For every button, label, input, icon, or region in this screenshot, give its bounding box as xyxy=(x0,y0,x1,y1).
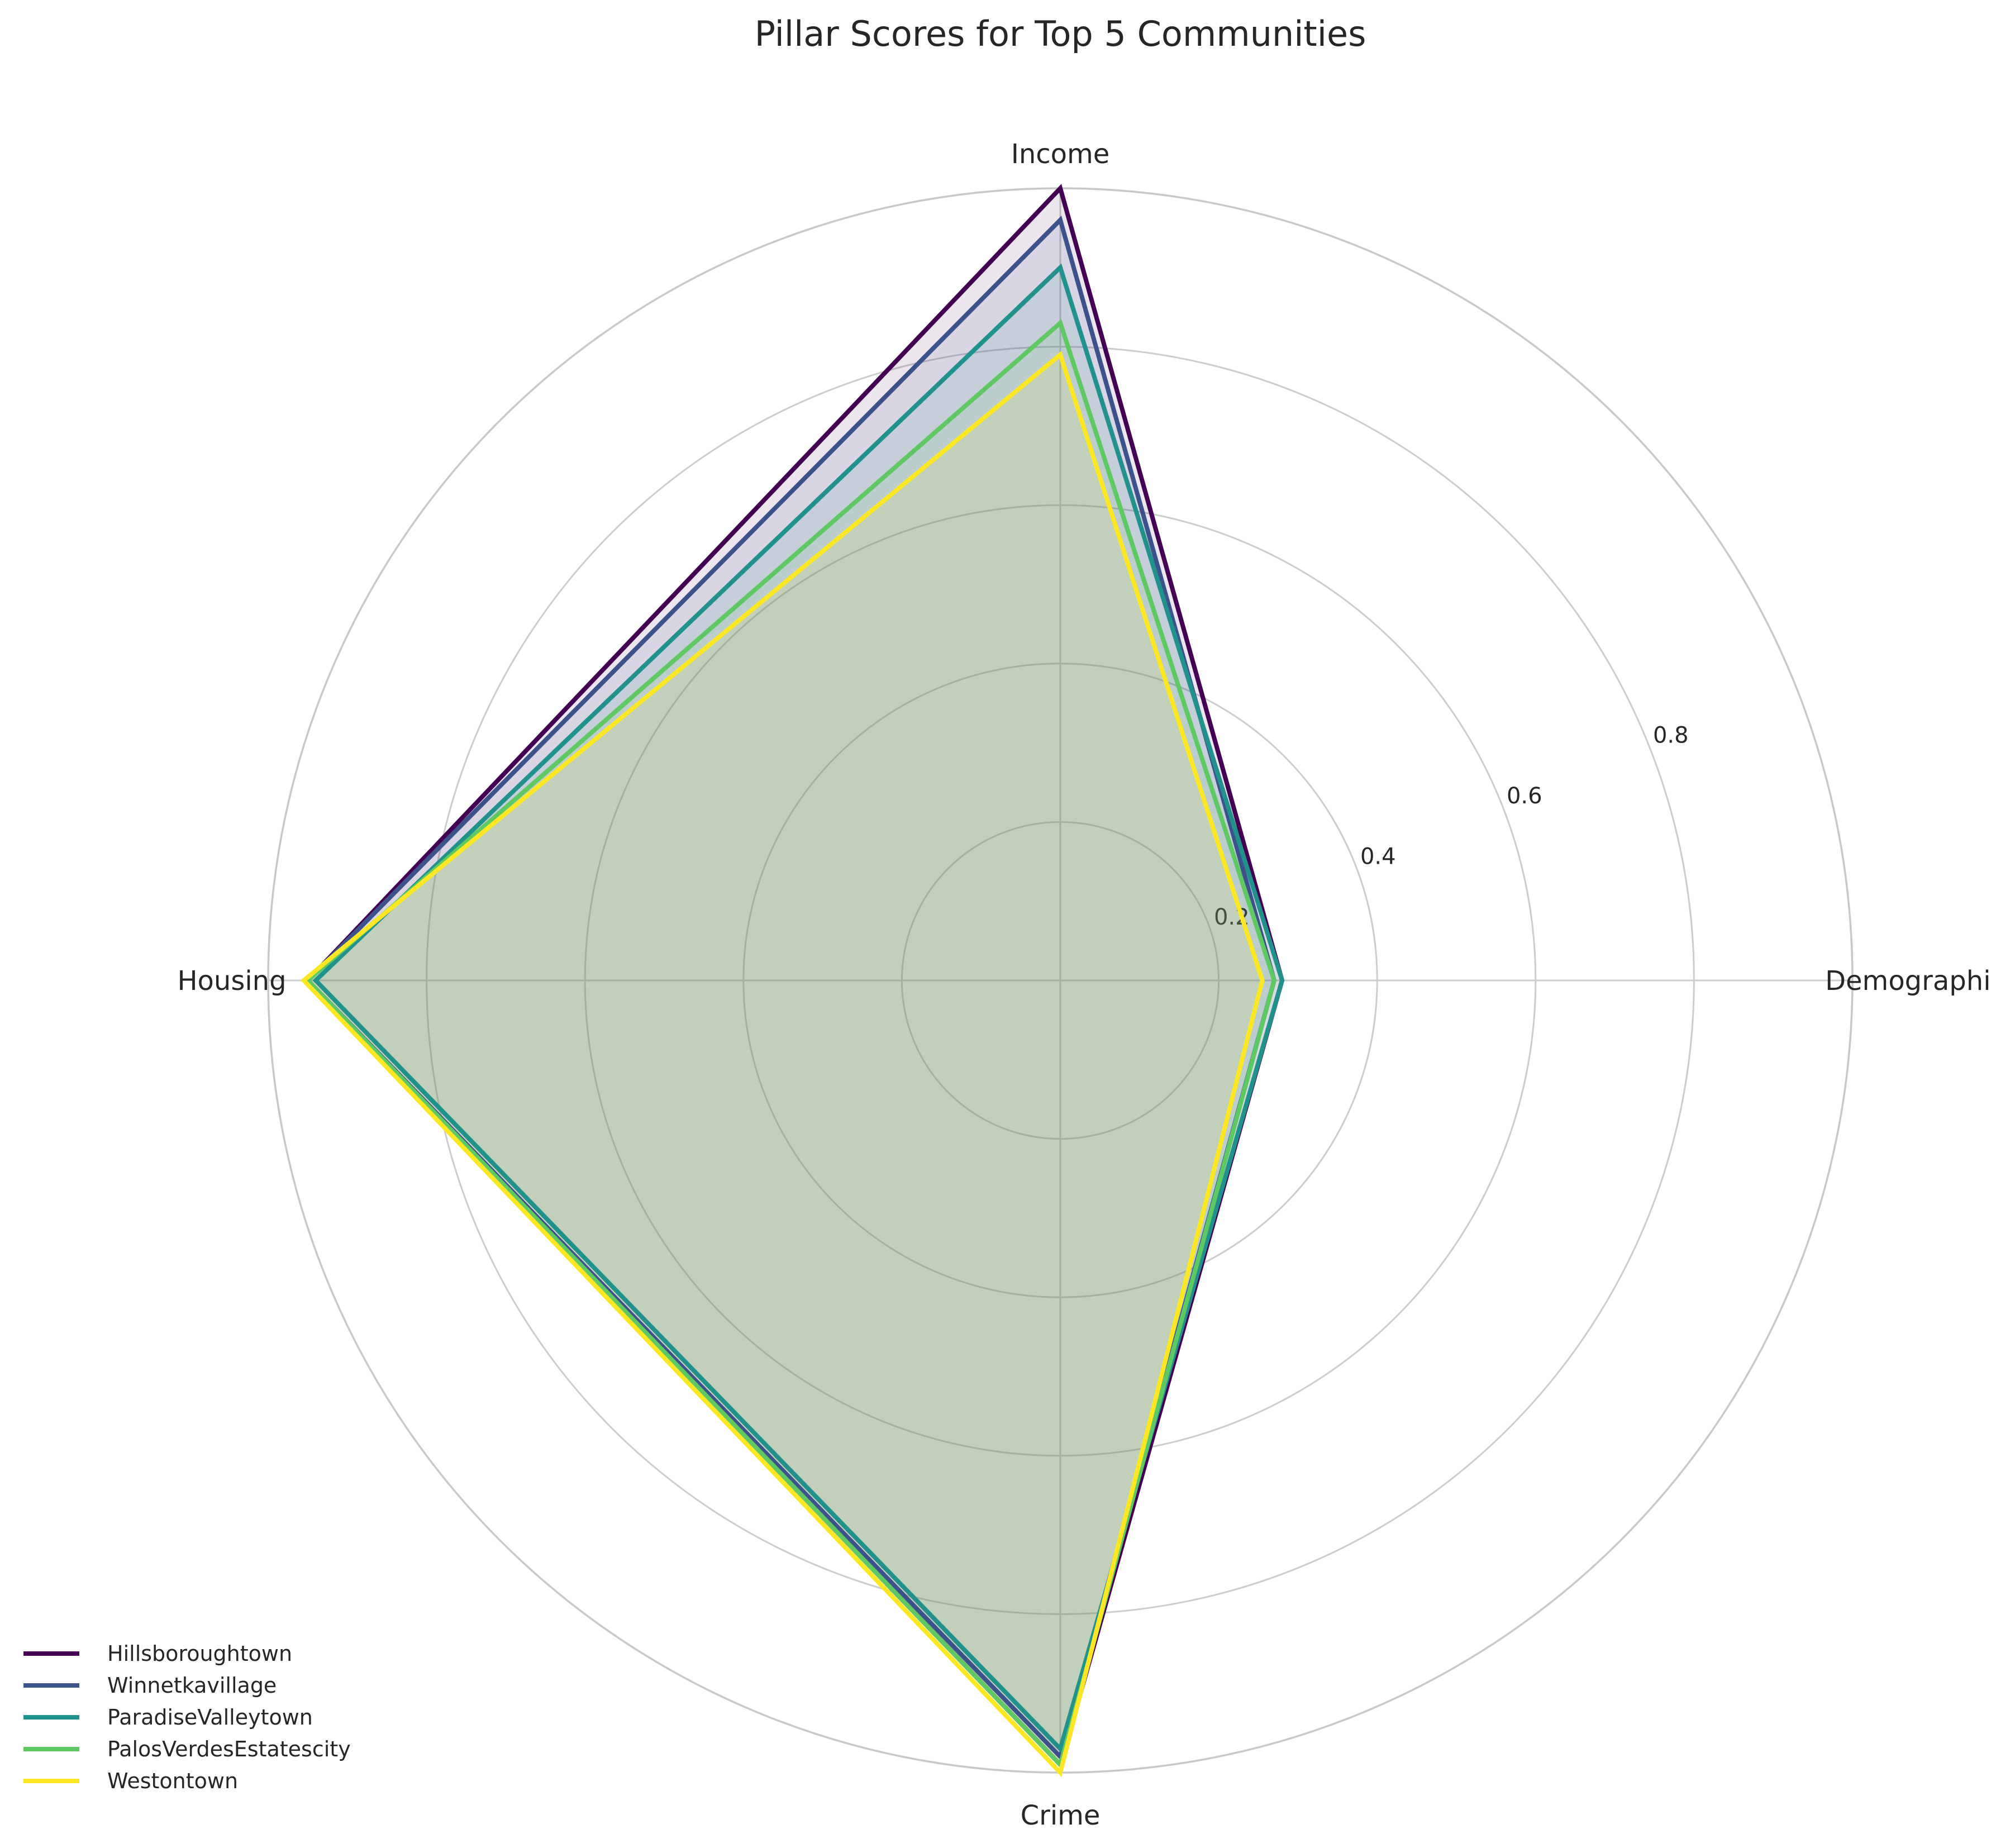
radial-tick-label: 0.8 xyxy=(1653,723,1689,749)
axis-labels: Demographics Income Housing Crime xyxy=(177,139,1991,1831)
radial-tick-label: 0.6 xyxy=(1507,783,1542,809)
series-fill-westontown xyxy=(303,354,1263,1773)
legend: Hillsboroughtown Winnetkavillage ParadiseV… xyxy=(23,1641,351,1793)
series-line-westontown xyxy=(300,350,1265,1777)
series-fill-hillsboroughtown xyxy=(307,188,1282,1765)
radar-grid xyxy=(267,187,1854,1774)
series-line-palosverdesestatescity xyxy=(304,319,1277,1769)
legend-label-palosverdesestatescity: PalosVerdesEstatescity xyxy=(107,1737,351,1761)
radial-tick-label: 0.4 xyxy=(1360,844,1396,870)
axis-label-income: Income xyxy=(1011,139,1110,170)
series-fill-paradisevalleytown xyxy=(316,267,1282,1749)
legend-label-winnetkavillage: Winnetkavillage xyxy=(107,1673,277,1698)
axis-label-housing: Housing xyxy=(177,965,286,997)
series-lines xyxy=(300,184,1285,1777)
series-fill-winnetkavillage xyxy=(307,220,1274,1757)
series-fill-palosverdesestatescity xyxy=(307,323,1274,1765)
legend-label-westontown: Westontown xyxy=(107,1769,238,1793)
legend-label-paradisevalleytown: ParadiseValleytown xyxy=(107,1705,313,1730)
axis-label-demographics: Demographics xyxy=(1825,965,1991,997)
legend-label-hillsboroughtown: Hillsboroughtown xyxy=(107,1641,292,1666)
chart-title: Pillar Scores for Top 5 Communities xyxy=(755,13,1366,54)
axis-label-crime: Crime xyxy=(1021,1800,1101,1831)
series-fills xyxy=(303,188,1282,1773)
